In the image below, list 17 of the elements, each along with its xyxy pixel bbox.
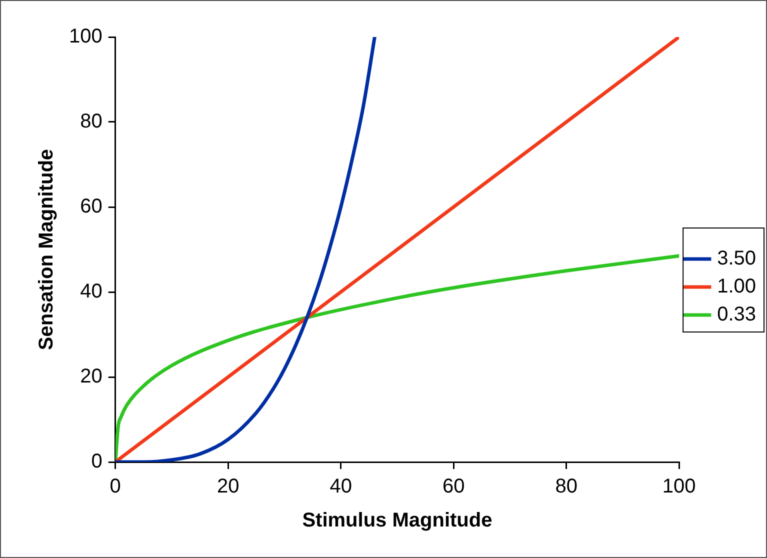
legend-label: 3.50 [717, 248, 756, 270]
y-axis-title: Sensation Magnitude [36, 148, 58, 350]
legend-label: 1.00 [717, 276, 756, 298]
x-tick-label: 0 [110, 476, 121, 498]
legend-label: 0.33 [717, 304, 756, 326]
x-tick-label: 80 [555, 476, 578, 498]
y-tick-label: 40 [80, 280, 102, 303]
y-tick-label: 100 [68, 26, 102, 48]
x-tick-label: 100 [662, 476, 696, 498]
y-tick-label: 60 [80, 196, 102, 218]
y-tick-label: 20 [80, 366, 102, 388]
x-tick-label: 20 [216, 476, 240, 498]
x-tick-label: 60 [442, 476, 465, 498]
y-tick-label: 0 [91, 450, 102, 473]
y-tick-label: 80 [80, 110, 102, 133]
x-axis-title: Stimulus Magnitude [302, 510, 492, 532]
x-tick-label: 40 [330, 476, 352, 498]
